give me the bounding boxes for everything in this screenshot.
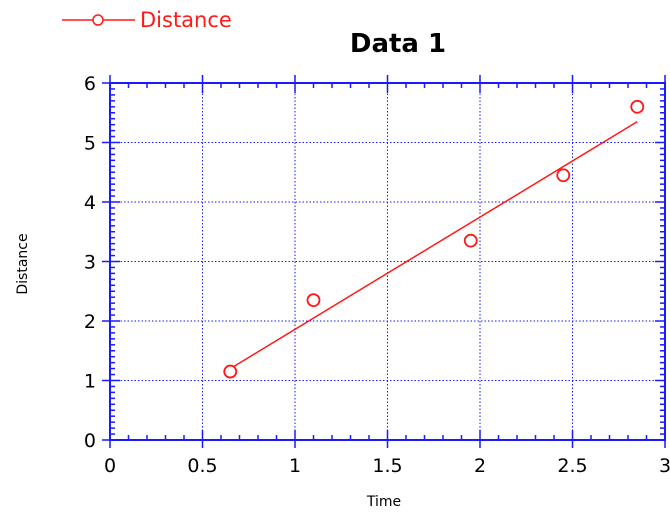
legend-marker [92,14,104,26]
x-tick-label: 3 [659,455,670,477]
legend-label: Distance [140,8,232,32]
y-tick-label: 1 [84,371,96,393]
x-tick-label: 0 [104,455,116,477]
y-tick-label: 3 [84,252,96,274]
x-tick-label: 1 [289,455,301,477]
data-point [223,364,238,379]
y-tick-label: 2 [84,311,96,333]
tick-marks [102,75,666,448]
y-tick-label: 5 [84,133,96,155]
x-tick-label: 2 [474,455,486,477]
y-tick-label: 0 [84,430,96,452]
fit-line-group [229,121,638,370]
legend: Distance [62,8,232,32]
chart-title: Data 1 [350,29,446,59]
y-axis-label: Distance [15,233,31,294]
y-tick-label: 4 [84,192,96,214]
y-tick-labels: 0 1 2 3 4 5 6 [84,73,96,452]
data-points [223,99,645,379]
y-tick-label: 6 [84,73,96,95]
x-tick-label: 1.5 [372,455,402,477]
fit-line [229,121,638,370]
x-tick-label: 2.5 [557,455,587,477]
data-point [463,233,478,248]
x-tick-label: 0.5 [187,455,217,477]
grid [110,83,665,440]
x-axis-label: Time [366,494,401,510]
x-tick-labels: 0 0.5 1 1.5 2 2.5 3 [104,455,670,477]
data-point [306,293,321,308]
data-point [630,99,645,114]
data-point [556,168,571,183]
